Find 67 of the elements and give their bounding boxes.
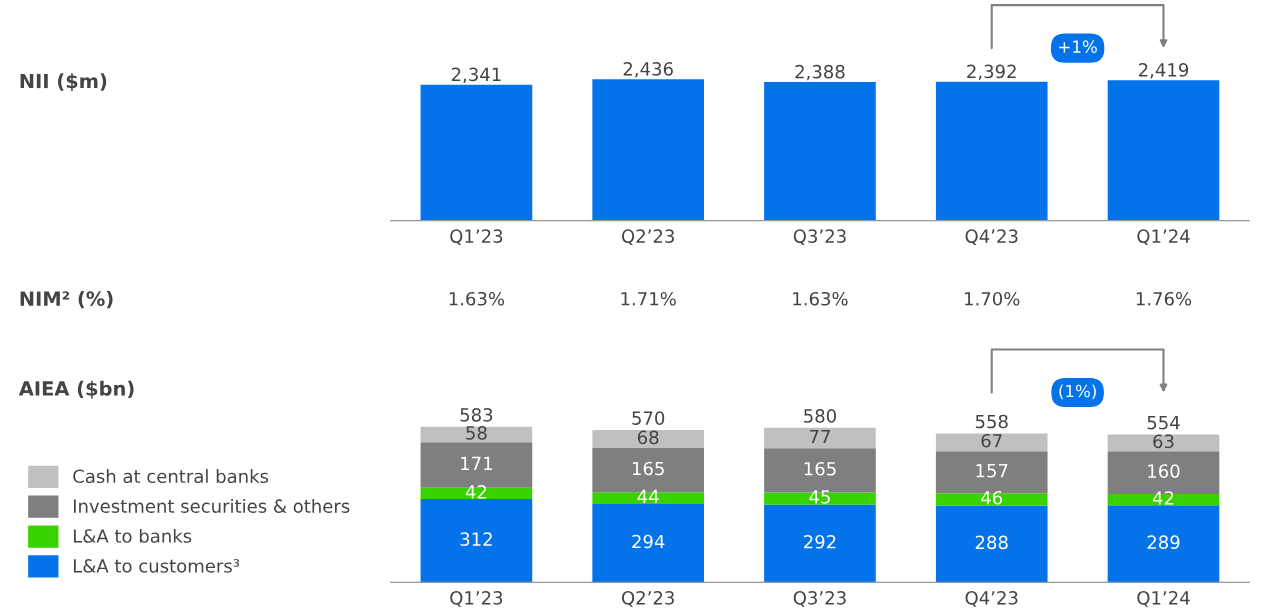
total-label: 570: [632, 411, 665, 425]
total-label: 554: [1147, 416, 1180, 430]
data-label: 165: [804, 461, 836, 476]
data-label: 58: [466, 426, 487, 440]
data-label: 42: [465, 485, 487, 499]
x-tick-label: Q4’23: [965, 591, 1018, 607]
data-label: 46: [981, 490, 1003, 505]
data-label: 2,436: [623, 62, 673, 78]
data-label: 1.71%: [621, 291, 676, 306]
data-label: 288: [975, 535, 1008, 550]
y-axis-title: AIEA ($bn): [18, 380, 134, 399]
text: NIM² (%): [20, 290, 113, 309]
x-tick-label: Q2’23: [621, 229, 674, 246]
legend-label: L&A to customers³: [73, 559, 240, 573]
bar: [592, 429, 704, 449]
text: (1%): [1059, 384, 1096, 400]
bar: [420, 426, 533, 443]
data-label: 171: [461, 456, 492, 471]
x-tick-label: Q4’23: [965, 229, 1018, 246]
data-label: 157: [976, 464, 1008, 478]
bar: [764, 492, 876, 505]
bar: [1107, 434, 1220, 452]
bar: [420, 487, 533, 500]
data-label: 45: [809, 490, 830, 504]
data-label: 165: [632, 461, 664, 476]
data-label: 1.63%: [793, 291, 848, 306]
total-label: 583: [460, 408, 493, 422]
data-label: 294: [632, 534, 665, 549]
legend-label: Investment securities & others: [73, 499, 350, 513]
text: +1%: [1059, 40, 1097, 53]
total-label: 558: [975, 414, 1008, 429]
bar: [935, 493, 1048, 506]
data-label: 63: [1153, 434, 1174, 449]
data-label: 1.76%: [1136, 291, 1192, 306]
bar: [764, 504, 876, 583]
bar: [1107, 505, 1220, 583]
data-label: 2,388: [795, 64, 845, 81]
bar: [935, 505, 1048, 583]
data-label: 2,419: [1138, 63, 1189, 79]
data-label: 42: [1152, 491, 1174, 505]
x-tick-label: Q3’23: [793, 229, 846, 246]
y-axis-title: NII ($m): [20, 73, 107, 91]
x-tick-label: Q2’23: [621, 591, 674, 607]
legend-label: L&A to banks: [73, 528, 192, 543]
data-label: 68: [637, 430, 659, 445]
bar: [935, 433, 1048, 452]
x-tick-label: Q1’24: [1137, 591, 1190, 607]
data-label: 289: [1147, 535, 1180, 550]
data-label: 292: [804, 534, 836, 549]
data-label: 1.63%: [449, 291, 505, 306]
data-label: 2,392: [967, 64, 1016, 81]
legend-label: Cash at central banks: [73, 469, 269, 484]
data-label: 312: [460, 532, 492, 546]
x-tick-label: Q1’23: [450, 229, 503, 246]
x-tick-label: Q1’24: [1137, 229, 1190, 246]
data-label: 2,341: [451, 67, 501, 84]
data-label: 44: [637, 489, 659, 503]
data-label: 1.70%: [965, 291, 1020, 306]
bar: [764, 427, 876, 449]
data-label: 77: [809, 429, 830, 444]
x-tick-label: Q3’23: [793, 591, 846, 607]
total-label: 580: [804, 409, 836, 423]
data-label: 67: [981, 433, 1002, 448]
bar: [592, 503, 704, 583]
x-tick-label: Q1’23: [450, 591, 503, 607]
data-label: 160: [1148, 464, 1180, 478]
bar: [420, 499, 533, 583]
